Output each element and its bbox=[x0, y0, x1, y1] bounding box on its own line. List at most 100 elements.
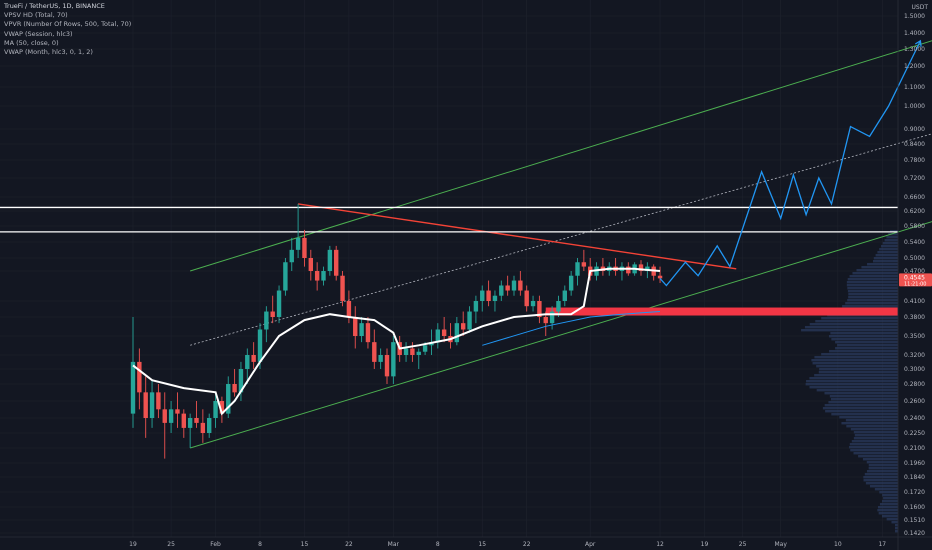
volume-profile-bar bbox=[882, 500, 898, 503]
legend-indicator-vpsv[interactable]: VPSV HD (Total, 70) bbox=[4, 11, 68, 20]
candle-body bbox=[346, 301, 352, 317]
volume-profile-bar bbox=[829, 395, 898, 398]
volume-profile-bar bbox=[821, 353, 898, 356]
volume-profile bbox=[801, 230, 898, 533]
volume-profile-bar bbox=[831, 338, 898, 341]
price-tick-label: 0.1600 bbox=[904, 504, 925, 511]
volume-profile-bar bbox=[873, 257, 898, 260]
volume-profile-bar bbox=[850, 428, 898, 431]
volume-profile-bar bbox=[831, 413, 898, 416]
volume-profile-bar bbox=[830, 398, 898, 401]
price-tick-label: 0.2600 bbox=[904, 398, 925, 405]
price-tick-label: 0.3200 bbox=[904, 352, 925, 359]
candle-body bbox=[226, 384, 231, 414]
volume-profile-bar bbox=[877, 251, 898, 254]
price-tick-label: 0.9000 bbox=[904, 126, 925, 133]
volume-profile-bar bbox=[811, 359, 898, 362]
volume-profile-bar bbox=[824, 404, 898, 407]
volume-profile-bar bbox=[853, 431, 898, 434]
candle-body bbox=[454, 323, 460, 343]
volume-profile-bar bbox=[819, 368, 898, 371]
price-tick-label: 0.2100 bbox=[904, 445, 925, 452]
candle-body bbox=[492, 295, 498, 301]
candle-body bbox=[505, 285, 510, 291]
forecast-line bbox=[659, 40, 921, 287]
candle-body bbox=[143, 392, 148, 418]
price-tick-label: 0.3000 bbox=[904, 366, 925, 373]
price-tick-label: 0.4100 bbox=[904, 298, 925, 305]
volume-profile-bar bbox=[847, 290, 898, 293]
volume-profile-bar bbox=[846, 425, 898, 428]
volume-profile-bar bbox=[879, 503, 898, 506]
candle-body bbox=[435, 329, 440, 343]
volume-profile-bar bbox=[815, 320, 898, 323]
price-tick-label: 0.3500 bbox=[904, 333, 925, 340]
candle-body bbox=[562, 290, 567, 301]
legend-indicator-vwap-session[interactable]: VWAP (Session, hlc3) bbox=[4, 29, 73, 38]
channel-lower-line bbox=[190, 221, 932, 449]
volume-profile-bar bbox=[879, 491, 898, 494]
volume-profile-bar bbox=[816, 389, 898, 392]
volume-profile-bar bbox=[805, 383, 898, 386]
price-tick-label: 0.5000 bbox=[904, 255, 925, 262]
candle-body bbox=[302, 237, 307, 258]
volume-profile-bar bbox=[842, 305, 898, 308]
volume-profile-bar bbox=[867, 263, 898, 266]
price-tick-label: 0.1420 bbox=[904, 530, 925, 537]
candle-body bbox=[575, 262, 580, 276]
forecast-path bbox=[659, 39, 922, 287]
volume-profile-bar bbox=[846, 284, 898, 287]
candle-body bbox=[353, 317, 358, 336]
volume-profile-bar bbox=[814, 374, 898, 377]
candle-body bbox=[219, 401, 225, 414]
volume-profile-bar bbox=[828, 335, 898, 338]
legend-indicator-vwap-month[interactable]: VWAP (Month, hlc3, 0, 1, 2) bbox=[4, 48, 93, 57]
volume-profile-bar bbox=[835, 347, 898, 350]
price-tick-label: 0.8400 bbox=[904, 141, 925, 148]
candle-body bbox=[422, 345, 428, 352]
legend-symbol[interactable]: TrueFi / TetherUS, 1D, BINANCE bbox=[4, 2, 105, 10]
volume-profile-bar bbox=[849, 443, 898, 446]
volume-profile-bar bbox=[812, 362, 898, 365]
volume-profile-bar bbox=[882, 242, 898, 245]
candle-body bbox=[276, 290, 282, 317]
candle-body bbox=[194, 418, 199, 423]
candle-body bbox=[568, 275, 574, 291]
time-tick-label: 15 bbox=[301, 541, 309, 548]
forecast-arrowhead bbox=[914, 39, 922, 47]
volume-profile-bar bbox=[866, 461, 898, 464]
volume-profile-bar bbox=[821, 317, 898, 320]
candle-body bbox=[168, 409, 174, 423]
volume-profile-bar bbox=[884, 239, 898, 242]
ma-50-line bbox=[482, 311, 661, 346]
price-axis[interactable]: 1.5000 1.4000 1.3000 1.2000 1.1000 1.0000 0.90… bbox=[899, 13, 932, 537]
candle-body bbox=[626, 266, 631, 274]
legend-indicator-vpvr[interactable]: VPVR (Number Of Rows, 500, Total, 70) bbox=[4, 20, 132, 29]
volume-profile-bar bbox=[861, 266, 898, 269]
time-tick-label: 19 bbox=[129, 541, 137, 548]
candle-body bbox=[480, 290, 485, 301]
candle-body bbox=[378, 355, 383, 362]
volume-profile-bar bbox=[882, 515, 898, 518]
indicator-legend: TrueFi / TetherUS, 1D, BINANCE VPSV HD (… bbox=[4, 2, 131, 57]
volume-profile-bar bbox=[868, 464, 898, 467]
candlestick-series bbox=[130, 203, 663, 459]
candle-body bbox=[251, 355, 256, 362]
trend-channel bbox=[190, 40, 932, 449]
time-tick-label: 19 bbox=[701, 541, 709, 548]
candle-body bbox=[645, 266, 650, 271]
volume-profile-bar bbox=[895, 524, 898, 527]
volume-profile-bar bbox=[879, 248, 898, 251]
volume-profile-bar bbox=[878, 512, 898, 515]
candle-body bbox=[499, 285, 504, 296]
candle-body bbox=[308, 258, 313, 271]
price-tick-label: 0.1720 bbox=[904, 489, 925, 496]
volume-profile-bar bbox=[841, 422, 898, 425]
volume-profile-bar bbox=[816, 365, 898, 368]
candle-body bbox=[441, 329, 447, 336]
legend-indicator-ma[interactable]: MA (50, close, 0) bbox=[4, 38, 59, 47]
volume-profile-bar bbox=[852, 272, 898, 275]
